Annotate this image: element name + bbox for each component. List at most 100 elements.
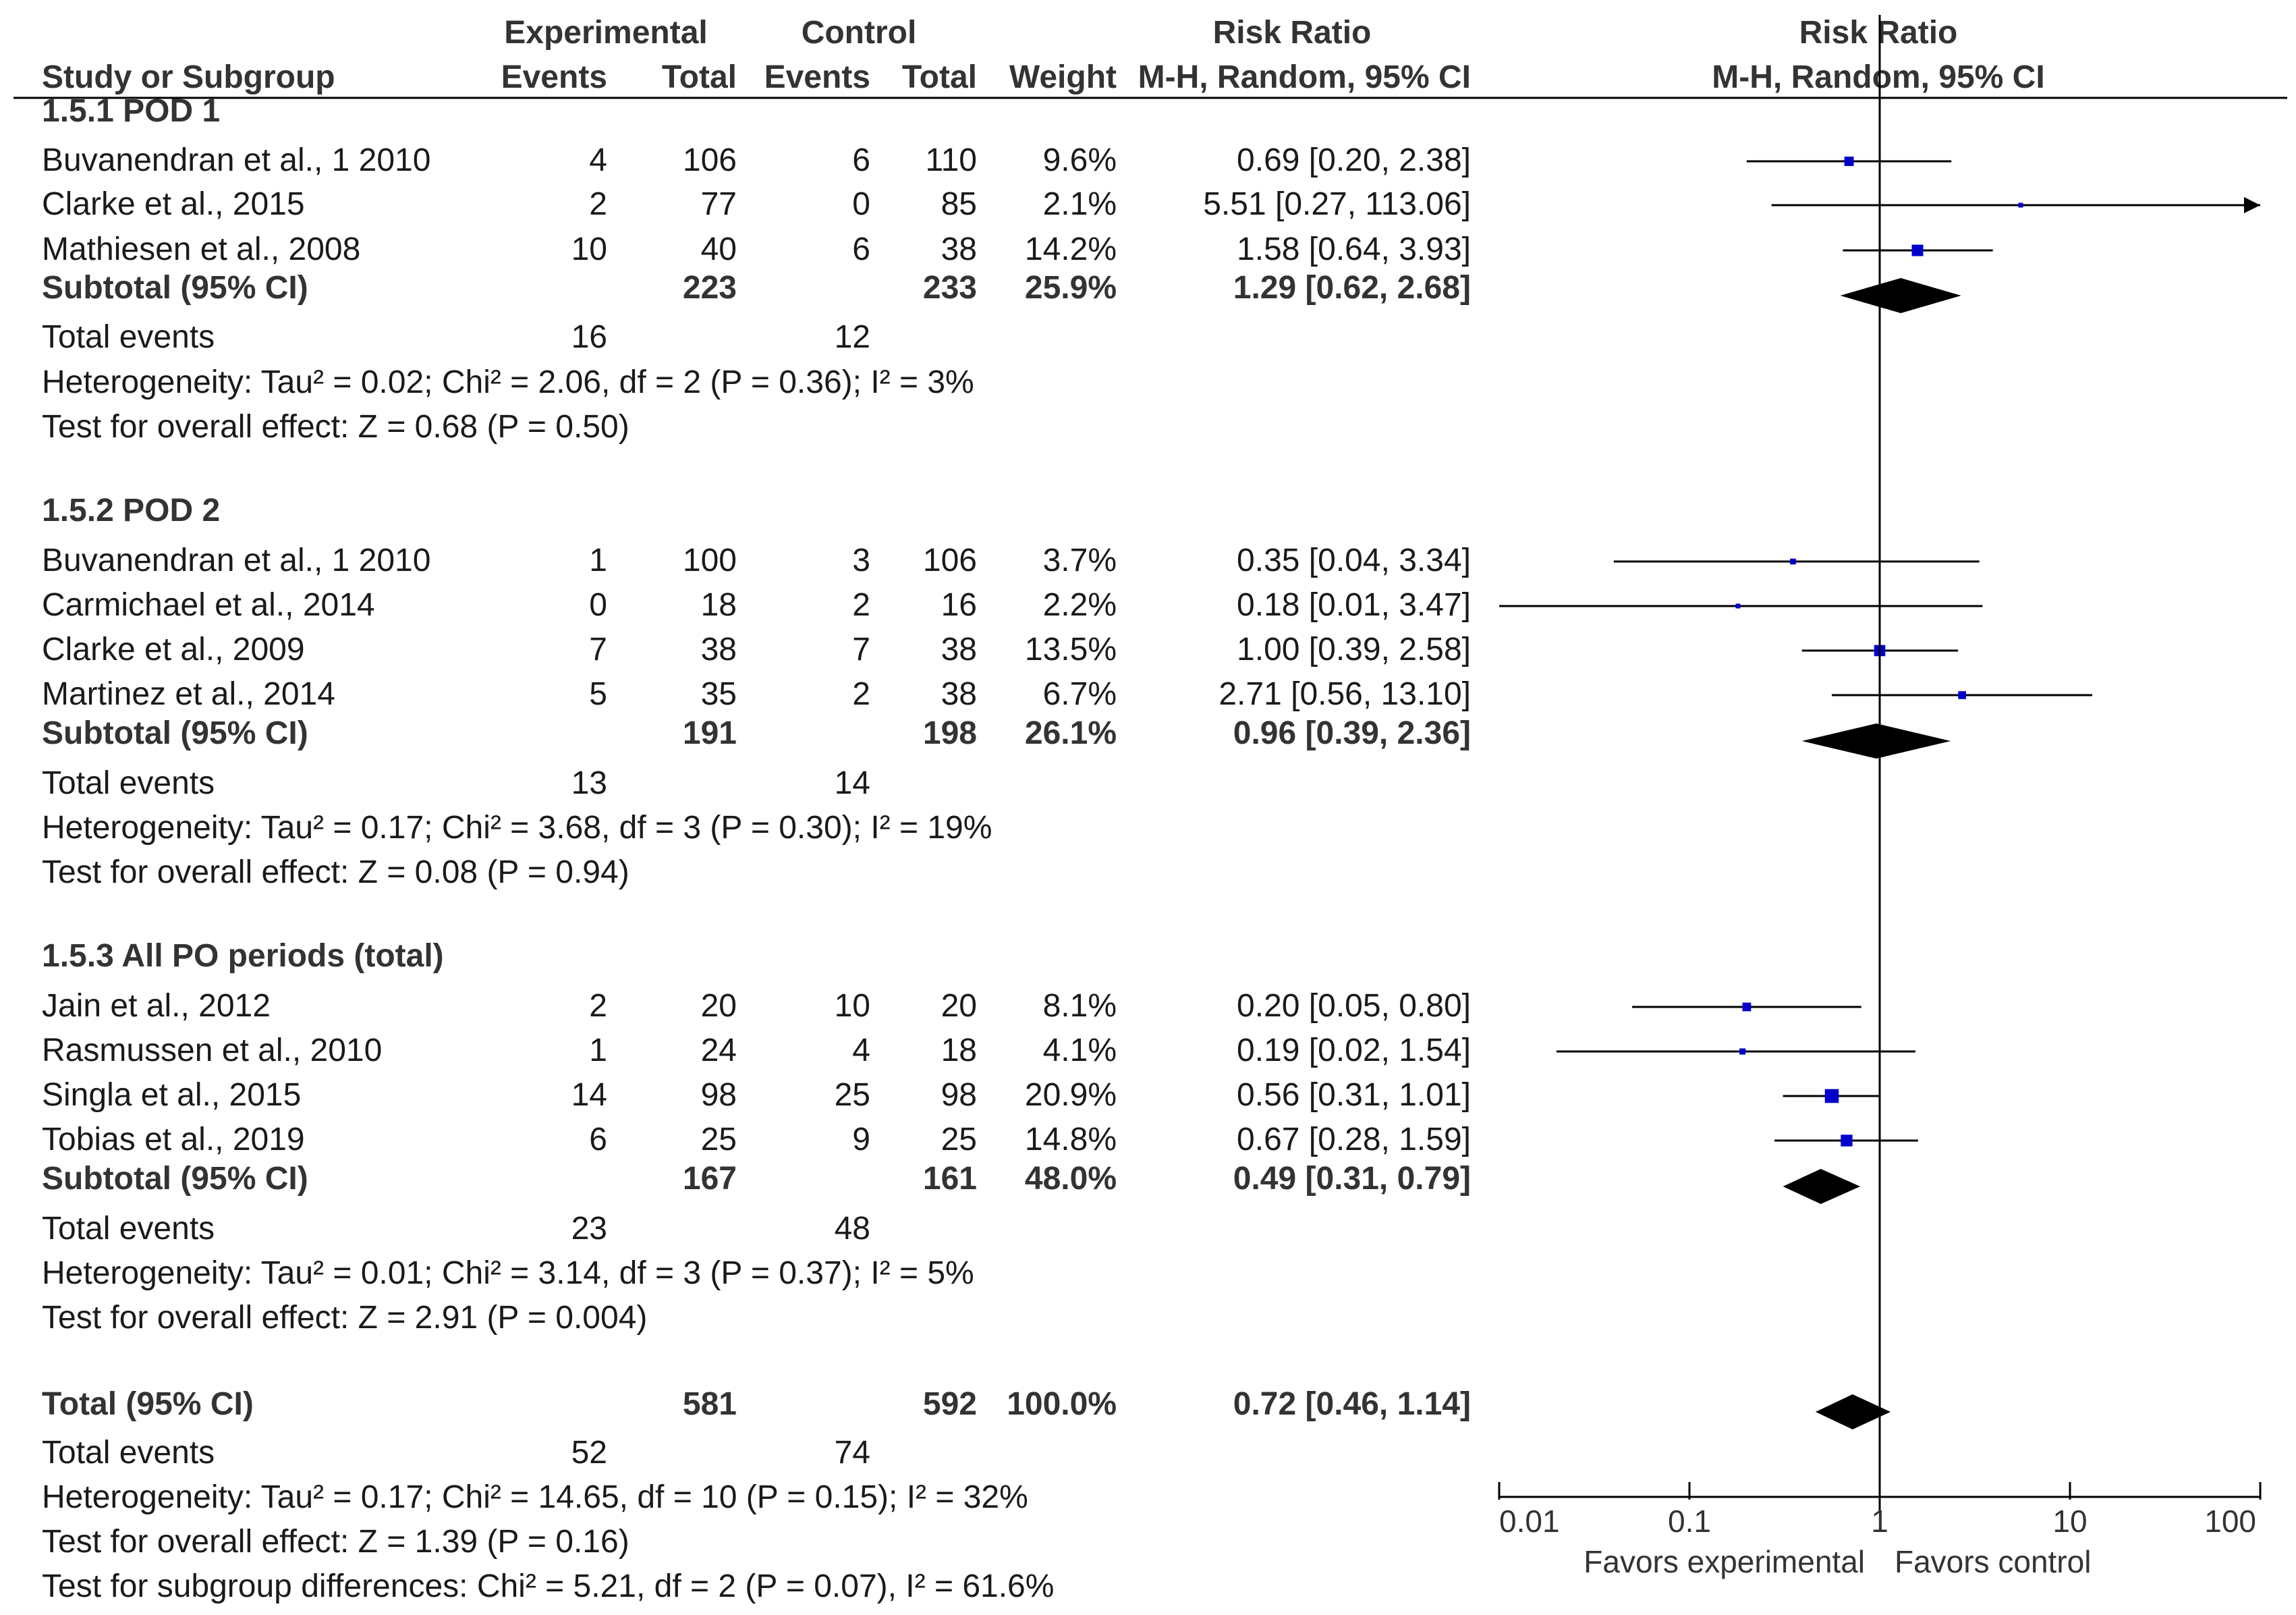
subgroup-3-total-events-label: Total events bbox=[42, 1211, 215, 1247]
subgroup-1-study-1-weight: 9.6% bbox=[1043, 142, 1117, 178]
subgroup-2-heterogeneity: Heterogeneity: Tau² = 0.17; Chi² = 3.68,… bbox=[42, 810, 992, 846]
subgroup-2-study-2-marker bbox=[1735, 603, 1741, 609]
subgroup-2-subtotal-ci: 0.96 [0.39, 2.36] bbox=[1233, 715, 1471, 751]
subgroup-2-total-events-exp: 13 bbox=[571, 765, 607, 801]
header-weight: Weight bbox=[1009, 59, 1117, 95]
total-overall-effect: Test for overall effect: Z = 1.39 (P = 0… bbox=[42, 1524, 629, 1560]
subgroup-1-study-3-marker bbox=[1911, 244, 1924, 256]
subgroup-3-study-2-exp-events: 1 bbox=[589, 1033, 607, 1068]
subgroup-1-study-2-ctrl-total: 85 bbox=[941, 186, 977, 222]
subgroup-3-study-2-ctrl-total: 18 bbox=[941, 1033, 977, 1068]
x-tick-label-5: 100 bbox=[2204, 1504, 2256, 1539]
subgroup-2-study-3-ci: 1.00 [0.39, 2.58] bbox=[1237, 632, 1471, 667]
header-study: Study or Subgroup bbox=[42, 59, 335, 95]
subgroup-1-study-1-exp-total: 106 bbox=[683, 142, 737, 178]
subgroup-1-study-1-name: Buvanendran et al., 1 2010 bbox=[42, 142, 430, 178]
subgroup-3-study-3-ctrl-events: 25 bbox=[835, 1077, 870, 1113]
subgroup-2-study-1-weight: 3.7% bbox=[1043, 543, 1117, 578]
subgroup-3-study-1-ctrl-total: 20 bbox=[941, 988, 977, 1024]
total-ci: 0.72 [0.46, 1.14] bbox=[1233, 1386, 1471, 1422]
subgroup-1-subtotal-diamond bbox=[1840, 278, 1961, 313]
total-diamond bbox=[1815, 1394, 1891, 1429]
subgroup-1-study-2-arrow-right bbox=[2244, 197, 2260, 213]
subgroup-3-study-4-ctrl-total: 25 bbox=[941, 1122, 977, 1157]
subgroup-2-study-1-marker bbox=[1790, 558, 1796, 565]
subgroup-1-study-3-name: Mathiesen et al., 2008 bbox=[42, 231, 360, 267]
subgroup-1-subtotal-ci: 1.29 [0.62, 2.68] bbox=[1233, 270, 1471, 306]
subgroup-3-subtotal-ctrl-total: 161 bbox=[923, 1161, 977, 1197]
subgroup-1-study-2-name: Clarke et al., 2015 bbox=[42, 186, 305, 222]
subgroup-3-study-1-ctrl-events: 10 bbox=[835, 988, 870, 1024]
subgroup-1-heterogeneity: Heterogeneity: Tau² = 0.02; Chi² = 2.06,… bbox=[42, 364, 974, 400]
header-ctrl-total: Total bbox=[902, 59, 977, 95]
subgroup-1-study-1-exp-events: 4 bbox=[589, 142, 607, 178]
subgroup-3-subtotal-ci: 0.49 [0.31, 0.79] bbox=[1233, 1161, 1471, 1197]
subgroup-2-study-1-name: Buvanendran et al., 1 2010 bbox=[42, 543, 430, 578]
header-experimental: Experimental bbox=[504, 15, 707, 51]
subgroup-3-subtotal-exp-total: 167 bbox=[683, 1161, 737, 1197]
subgroup-2-study-1-exp-total: 100 bbox=[683, 543, 737, 578]
subgroup-3-study-1-weight: 8.1% bbox=[1043, 988, 1117, 1024]
subgroup-2-study-3-exp-total: 38 bbox=[701, 632, 737, 667]
subgroup-1-total-events-exp: 16 bbox=[571, 319, 607, 355]
total-heterogeneity: Heterogeneity: Tau² = 0.17; Chi² = 14.65… bbox=[42, 1479, 1028, 1515]
subgroup-3-title: 1.5.3 All PO periods (total) bbox=[42, 938, 444, 974]
header-risk-ratio: Risk Ratio bbox=[1213, 15, 1372, 51]
subgroup-1-study-1-ci: 0.69 [0.20, 2.38] bbox=[1237, 142, 1471, 178]
subgroup-3-heterogeneity: Heterogeneity: Tau² = 0.01; Chi² = 3.14,… bbox=[42, 1255, 974, 1291]
subgroup-differences: Test for subgroup differences: Chi² = 5.… bbox=[42, 1568, 1054, 1604]
header-ctrl-events: Events bbox=[764, 59, 870, 95]
subgroup-3-subtotal-diamond bbox=[1783, 1169, 1861, 1204]
subgroup-3-study-3-exp-total: 98 bbox=[701, 1077, 737, 1113]
subgroup-1-total-events-label: Total events bbox=[42, 319, 215, 355]
subgroup-1-subtotal-ctrl-total: 233 bbox=[923, 270, 977, 306]
subgroup-3-study-1-marker bbox=[1742, 1002, 1752, 1012]
subgroup-2-subtotal-exp-total: 191 bbox=[683, 715, 737, 751]
subgroup-3-study-4-weight: 14.8% bbox=[1025, 1122, 1117, 1157]
subgroup-2-study-1-exp-events: 1 bbox=[589, 543, 607, 578]
subgroup-3-study-2-exp-total: 24 bbox=[701, 1033, 737, 1068]
subgroup-1-study-3-ctrl-events: 6 bbox=[852, 231, 870, 267]
subgroup-2-study-3-ctrl-total: 38 bbox=[941, 632, 977, 667]
subgroup-3-study-2-name: Rasmussen et al., 2010 bbox=[42, 1033, 382, 1068]
subgroup-1-title: 1.5.1 POD 1 bbox=[42, 93, 220, 129]
subgroup-2-study-2-ctrl-events: 2 bbox=[852, 587, 870, 623]
subgroup-2-subtotal-diamond bbox=[1801, 723, 1951, 759]
subgroup-2-study-2-exp-total: 18 bbox=[701, 587, 737, 623]
subgroup-2-study-1-ci: 0.35 [0.04, 3.34] bbox=[1237, 543, 1471, 578]
subgroup-3-study-2-marker bbox=[1739, 1048, 1746, 1055]
total-events-exp: 52 bbox=[571, 1435, 607, 1471]
subgroup-2-study-4-ci: 2.71 [0.56, 13.10] bbox=[1219, 676, 1471, 712]
subgroup-1-study-1-ctrl-total: 110 bbox=[925, 142, 977, 178]
subgroup-2-study-3-exp-events: 7 bbox=[589, 632, 607, 667]
subgroup-2-subtotal-ctrl-total: 198 bbox=[923, 715, 977, 751]
subgroup-3-study-4-ctrl-events: 9 bbox=[852, 1122, 870, 1157]
subgroup-3-subtotal-label: Subtotal (95% CI) bbox=[42, 1161, 308, 1197]
subgroup-3-study-4-marker bbox=[1841, 1134, 1853, 1147]
subgroup-1-study-2-ci: 5.51 [0.27, 113.06] bbox=[1203, 186, 1471, 222]
subgroup-2-study-2-exp-events: 0 bbox=[589, 587, 607, 623]
subgroup-1-study-2-ctrl-events: 0 bbox=[852, 186, 870, 222]
subgroup-1-study-3-exp-total: 40 bbox=[701, 231, 737, 267]
subgroup-3-study-3-name: Singla et al., 2015 bbox=[42, 1077, 301, 1113]
favors-control-label: Favors control bbox=[1895, 1544, 2091, 1579]
subgroup-2-total-events-ctrl: 14 bbox=[835, 765, 870, 801]
subgroup-3-study-3-marker bbox=[1824, 1089, 1839, 1103]
subgroup-2-title: 1.5.2 POD 2 bbox=[42, 493, 220, 528]
subgroup-3-study-1-exp-events: 2 bbox=[589, 988, 607, 1024]
subgroup-2-study-2-ci: 0.18 [0.01, 3.47] bbox=[1237, 587, 1471, 623]
subgroup-3-subtotal-weight: 48.0% bbox=[1025, 1161, 1117, 1197]
header-rr-method: M-H, Random, 95% CI bbox=[1138, 59, 1471, 95]
x-tick-label-1: 0.01 bbox=[1499, 1504, 1560, 1539]
subgroup-2-study-4-exp-events: 5 bbox=[589, 676, 607, 712]
subgroup-2-study-1-ctrl-total: 106 bbox=[923, 543, 977, 578]
subgroup-3-study-2-weight: 4.1% bbox=[1043, 1033, 1117, 1068]
subgroup-3-study-4-ci: 0.67 [0.28, 1.59] bbox=[1237, 1122, 1471, 1157]
subgroup-2-study-4-exp-total: 35 bbox=[701, 676, 737, 712]
subgroup-3-study-4-name: Tobias et al., 2019 bbox=[42, 1122, 305, 1157]
subgroup-3-study-3-ci: 0.56 [0.31, 1.01] bbox=[1237, 1077, 1471, 1113]
x-tick-label-4: 10 bbox=[2052, 1504, 2087, 1539]
subgroup-2-study-4-name: Martinez et al., 2014 bbox=[42, 676, 335, 712]
subgroup-1-subtotal-label: Subtotal (95% CI) bbox=[42, 270, 308, 306]
